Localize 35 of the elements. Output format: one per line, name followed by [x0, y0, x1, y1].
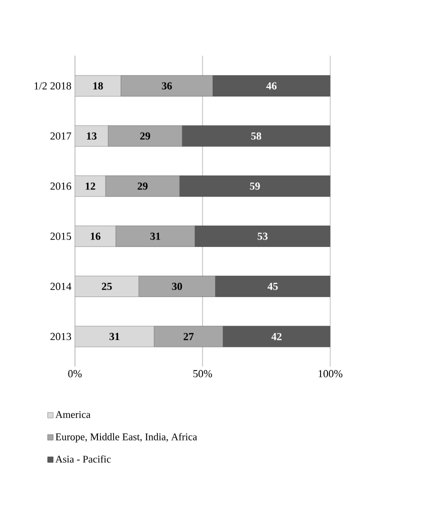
data-label: 31 [150, 232, 160, 240]
x-tick-label: 50% [193, 370, 212, 378]
data-label: 30 [172, 282, 182, 290]
bar [74, 226, 116, 247]
legend-label: Asia - Pacific [55, 455, 111, 463]
bar [74, 276, 139, 297]
data-label: 53 [258, 232, 268, 240]
bar [74, 125, 108, 147]
data-label: 29 [140, 132, 150, 140]
legend-label: Europe, Middle East, India, Africa [56, 433, 198, 442]
data-label: 58 [251, 132, 262, 140]
data-label: 13 [87, 132, 97, 140]
data-label: 36 [162, 82, 172, 90]
x-tick-label: 100% [318, 370, 342, 378]
data-label: 27 [184, 332, 194, 340]
bar [74, 75, 122, 96]
data-label: 45 [268, 282, 278, 290]
y-tick-label: 2017 [50, 132, 72, 140]
data-label: 16 [90, 232, 100, 240]
y-tick-label: 1/2 2018 [34, 82, 72, 90]
x-tick-label: 0% [68, 370, 82, 378]
y-tick-label: 2015 [50, 232, 72, 240]
data-label: 18 [93, 82, 103, 90]
y-tick-label: 2016 [50, 182, 72, 190]
bar [74, 326, 154, 348]
data-label: 46 [266, 82, 277, 90]
y-tick-label: 2014 [50, 282, 72, 290]
y-tick-label: 2013 [50, 332, 72, 340]
data-label: 29 [138, 182, 148, 190]
data-label: 12 [86, 182, 96, 190]
data-label: 25 [102, 282, 112, 290]
data-label: 42 [271, 332, 282, 340]
data-label: 59 [250, 182, 260, 190]
legend-label: America [55, 411, 90, 418]
data-label: 31 [110, 332, 120, 340]
